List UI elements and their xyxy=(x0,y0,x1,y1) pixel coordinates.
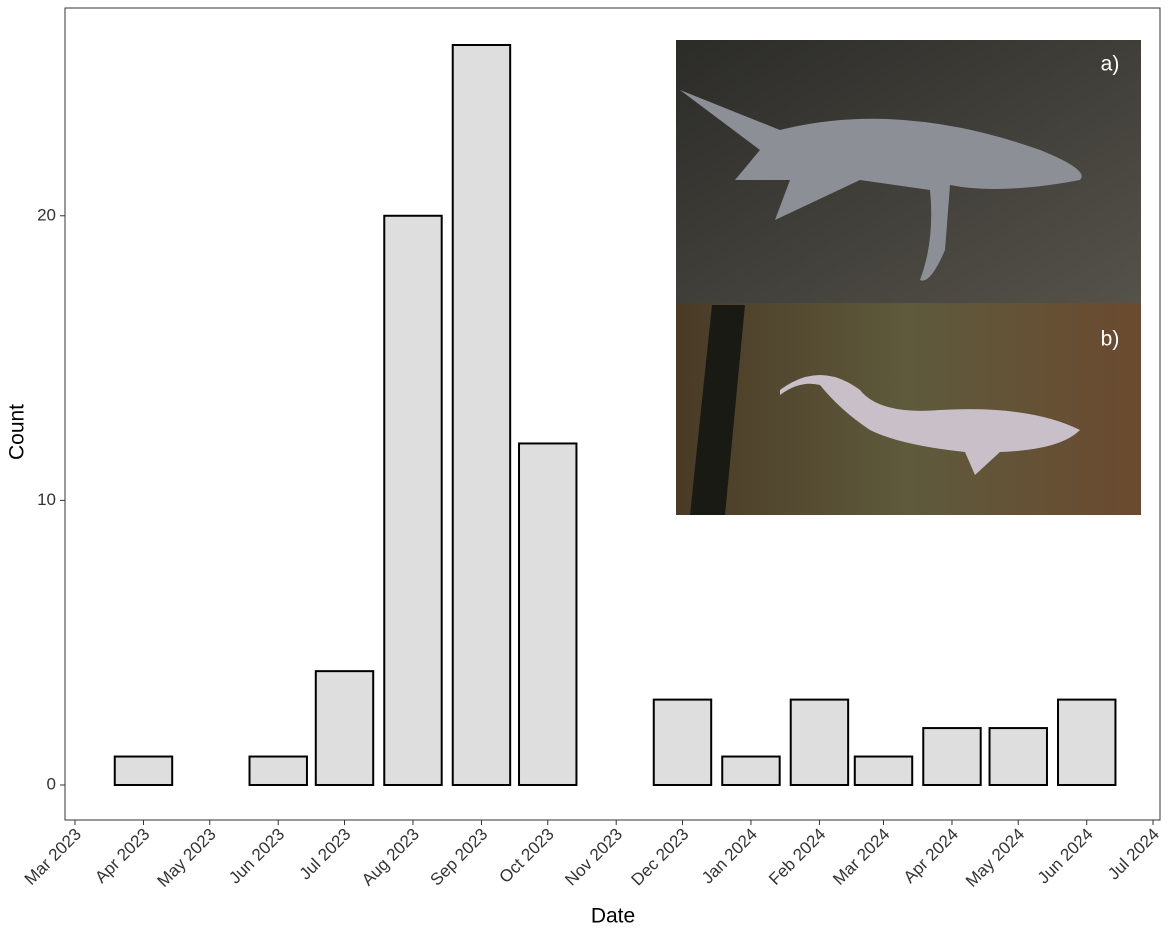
x-tick-label: May 2023 xyxy=(154,825,220,891)
bar xyxy=(789,698,850,786)
x-tick-label: May 2024 xyxy=(962,825,1028,891)
x-tick-label: Nov 2023 xyxy=(561,825,626,890)
bar xyxy=(1057,698,1117,786)
x-tick-label: Aug 2023 xyxy=(358,825,423,890)
inset-photos: a) b) xyxy=(676,40,1141,515)
x-tick-label: Oct 2023 xyxy=(496,825,558,887)
bar xyxy=(451,43,512,786)
x-tick-label: Mar 2023 xyxy=(21,825,85,889)
x-tick-label: Jul 2023 xyxy=(296,825,355,884)
y-axis-title: Count xyxy=(6,404,29,460)
y-tick-label: 10 xyxy=(37,490,56,509)
x-tick-label: Jun 2024 xyxy=(1034,825,1097,888)
x-tick-label: Apr 2024 xyxy=(900,825,962,887)
x-tick-label: Dec 2023 xyxy=(628,825,693,890)
x-tick-label: Apr 2023 xyxy=(91,825,153,887)
bar xyxy=(652,698,713,786)
inset-label: a) xyxy=(1101,53,1120,76)
bar xyxy=(988,727,1048,786)
x-tick-label: Feb 2024 xyxy=(765,825,829,889)
x-tick-label: Mar 2024 xyxy=(829,825,893,889)
plank-gap xyxy=(690,305,745,515)
bar xyxy=(113,755,174,786)
x-tick-label: Jan 2024 xyxy=(698,825,761,888)
shark-a xyxy=(680,90,1082,281)
x-axis-title: Date xyxy=(591,905,635,928)
bar xyxy=(518,442,578,786)
inset-label: b) xyxy=(1101,328,1120,351)
bar xyxy=(314,670,375,786)
photo-b xyxy=(676,303,1141,515)
bar xyxy=(721,755,781,786)
bar xyxy=(248,755,308,786)
x-tick-label: Jun 2023 xyxy=(225,825,288,888)
x-tick-label: Sep 2023 xyxy=(427,825,492,890)
bar xyxy=(383,214,443,786)
x-tick-label: Jul 2024 xyxy=(1104,825,1163,884)
bar xyxy=(853,755,914,786)
y-tick-label: 20 xyxy=(37,205,56,224)
y-tick-label: 0 xyxy=(47,774,56,793)
shark-b xyxy=(780,375,1080,475)
bar xyxy=(922,727,982,786)
